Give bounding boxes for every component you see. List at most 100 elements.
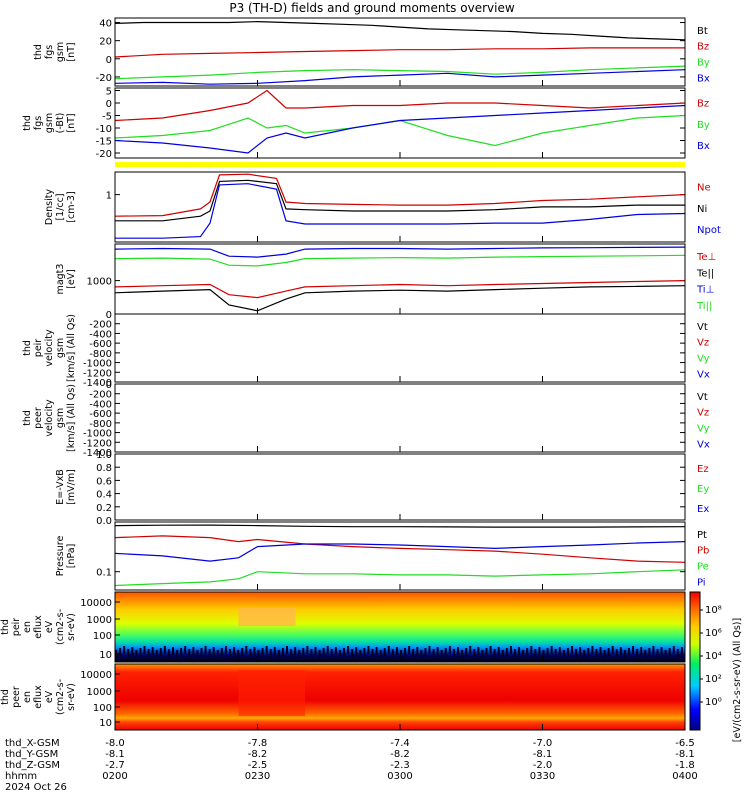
- spectrogram-speckle: [676, 649, 679, 657]
- y-axis-label: thd: [22, 410, 33, 426]
- spectrogram-speckle: [444, 648, 447, 656]
- colorbar-tick-label: 10⁴: [705, 651, 722, 662]
- spectrogram-speckle: [648, 648, 651, 656]
- spectrogram-speckle: [347, 646, 350, 654]
- x-tick-label-Z: -2.7: [105, 760, 125, 771]
- x-tick-label-X: -7.8: [248, 738, 268, 749]
- y-axis-label: sr-eV): [66, 613, 77, 641]
- y-axis-label: E=-VxB: [55, 469, 66, 504]
- spectrogram-speckle: [326, 646, 329, 654]
- x-tick-label-X: -7.4: [390, 738, 410, 749]
- spectrogram-speckle: [579, 647, 582, 655]
- y-axis-label: peer: [33, 407, 44, 429]
- y-tick-label: 0: [106, 99, 112, 110]
- series-line-pressure: [114, 541, 686, 562]
- spectrogram-speckle: [583, 650, 586, 658]
- spectrogram-speckle: [212, 647, 215, 655]
- spectrogram-speckle: [229, 649, 231, 657]
- panel-frame: [114, 383, 686, 453]
- y-tick-label: 100: [93, 703, 112, 714]
- spectrogram-speckle: [440, 650, 443, 658]
- y-tick-label: 5: [106, 87, 112, 98]
- spectrogram-speckle: [623, 650, 626, 658]
- legend-entry-Ez: Ez: [697, 464, 709, 475]
- spectrogram-speckle: [127, 649, 130, 657]
- spectrogram-speckle: [534, 649, 537, 657]
- panel-frame: [114, 521, 686, 591]
- legend-entry-Vx: Vx: [697, 369, 710, 380]
- series-line-density: [114, 173, 686, 217]
- y-tick-label: 1000: [87, 687, 112, 698]
- colorbar-tick-label: 10⁶: [705, 628, 722, 639]
- y-tick-label: 0.4: [96, 490, 112, 501]
- chart-title: P3 (TH-D) fields and ground moments over…: [229, 1, 514, 15]
- y-tick-label: -1000: [83, 429, 112, 440]
- spectrogram-speckle: [412, 649, 415, 657]
- spectrogram-speckle: [391, 649, 394, 657]
- legend-entry-Bz: Bz: [697, 42, 709, 53]
- x-axis-row-label: thd_X-GSM: [5, 738, 60, 749]
- spectrogram-speckle: [273, 647, 276, 655]
- spectrogram-speckle: [167, 649, 170, 657]
- spectrogram-speckle: [538, 647, 541, 655]
- x-tick-label-hhmm: 0300: [387, 771, 412, 782]
- legend-entry-Ni: Ni: [697, 204, 707, 215]
- y-tick-label: -15: [96, 137, 112, 148]
- spectrogram-speckle: [269, 649, 272, 657]
- panel-frame: [114, 313, 686, 383]
- y-axis-label: peir: [33, 339, 44, 358]
- spectrogram-speckle: [505, 648, 508, 656]
- spectrogram-speckle: [514, 649, 516, 657]
- y-axis-label: [km/s] (All Qs): [66, 384, 77, 452]
- series-line-magt3: [114, 246, 686, 258]
- spectrogram-speckle: [546, 648, 549, 656]
- spectrogram-speckle: [672, 646, 675, 654]
- x-tick-label-X: -6.5: [675, 738, 695, 749]
- y-tick-label: -20: [96, 73, 112, 84]
- legend-entry-Ti⊥: Ti⊥: [696, 285, 714, 296]
- y-tick-label: -5: [102, 112, 112, 123]
- y-axis-label: (cm2-s-: [55, 679, 66, 715]
- spectrogram-speckle: [338, 650, 341, 658]
- y-axis-label: peer: [11, 686, 22, 708]
- series-line-fgs-gsm-1: [114, 47, 685, 58]
- y-tick-label: -200: [89, 320, 112, 331]
- y-tick-label: -1200: [83, 368, 112, 379]
- y-tick-label: -400: [89, 399, 112, 410]
- spectrogram-speckle: [131, 647, 134, 655]
- y-axis-label: [eV]: [66, 269, 77, 289]
- y-tick-label: 10: [99, 650, 112, 661]
- spectrogram-speckle: [420, 650, 423, 658]
- y-axis-label: thd: [22, 115, 33, 131]
- y-tick-label: 0.8: [96, 463, 112, 474]
- spectrogram-speckle: [607, 648, 610, 656]
- spectrogram-speckle: [176, 650, 179, 658]
- legend-entry-Ti||: Ti||: [696, 301, 712, 312]
- spectrogram-speckle: [603, 650, 606, 658]
- spectrogram-speckle: [200, 648, 203, 656]
- y-tick-label: 10000: [80, 670, 112, 681]
- x-tick-label-X: -7.0: [533, 738, 553, 749]
- y-tick-label: -600: [89, 339, 112, 350]
- x-tick-label-X: -8.0: [105, 738, 125, 749]
- spectrogram-speckle: [387, 646, 390, 654]
- spectrogram-speckle: [526, 648, 529, 656]
- legend-entry-Vt: Vt: [697, 392, 708, 403]
- series-line-fgs-gsm-1: [114, 20, 686, 41]
- legend-entry-Npot: Npot: [697, 225, 721, 236]
- series-line-magt3: [114, 254, 686, 267]
- x-axis-row-label: thd_Y-GSM: [5, 749, 58, 760]
- spectrogram-speckle: [330, 649, 333, 657]
- colorbar-label: [eV/(cm2-s-sr-eV) (All Qs)]: [732, 618, 743, 742]
- spectrogram-speckle: [302, 648, 305, 656]
- legend-entry-Vz: Vz: [697, 408, 709, 419]
- spectrogram-speckle: [562, 650, 565, 658]
- series-line-fgs-gsm-2: [114, 89, 686, 122]
- spectrogram-speckle: [363, 648, 366, 656]
- spectrogram-speckle: [172, 647, 174, 655]
- colorbar-tick-label: 10²: [705, 674, 722, 685]
- spectrogram-speckle: [636, 649, 639, 657]
- series-line-pressure: [114, 569, 686, 587]
- spectrogram-speckle: [277, 650, 280, 658]
- y-tick-label: 1.0: [96, 450, 112, 461]
